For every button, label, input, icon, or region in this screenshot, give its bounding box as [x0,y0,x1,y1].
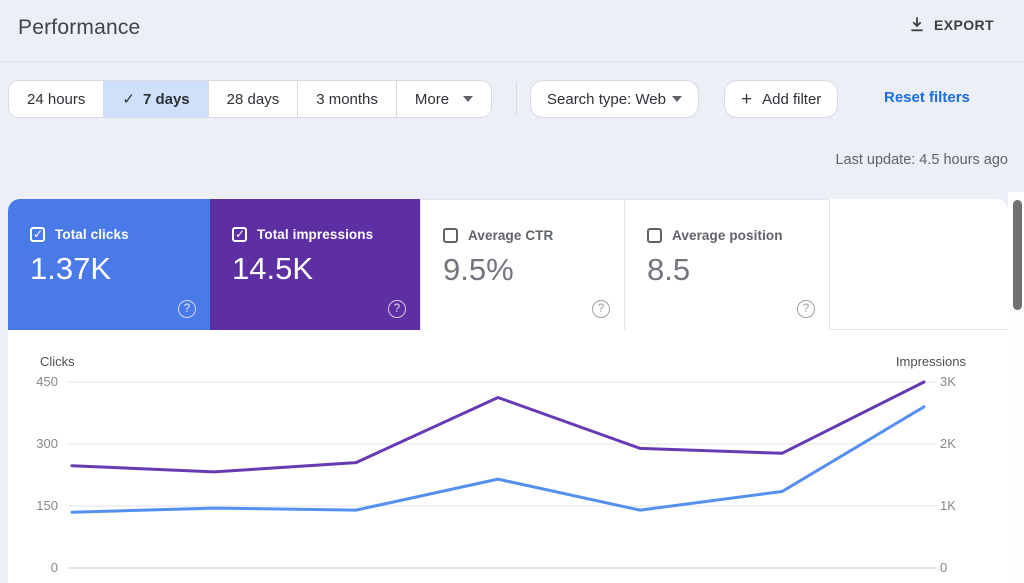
date-range-3-months[interactable]: 3 months [298,81,397,117]
right-axis-tick: 0 [940,560,948,575]
page-header: Performance EXPORT [0,0,1024,62]
left-axis-tick: 0 [50,560,58,575]
left-axis-tick: 300 [36,436,58,451]
search-type-label: Search type: Web [547,90,666,108]
metric-label: Total impressions [257,227,374,242]
add-filter-label: Add filter [762,90,822,108]
caret-down-icon [463,96,474,102]
date-range-label: 7 days [142,90,190,108]
export-button[interactable]: EXPORT [909,17,994,33]
left-axis-tick: 450 [36,374,58,389]
average-position-card[interactable]: Average position 8.5 ? [625,199,830,330]
help-icon[interactable]: ? [797,300,815,318]
page-title: Performance [18,16,141,39]
metric-label: Total clicks [55,227,129,242]
checked-checkbox-icon[interactable] [30,227,45,242]
plus-icon: + [741,88,753,110]
date-range-7-days[interactable]: ✓ 7 days [104,81,209,117]
right-axis-tick: 2K [940,436,956,451]
report-panel: Total clicks 1.37K ? Total impressions 1… [8,199,1008,583]
impressions-line-series [70,380,926,474]
help-icon[interactable]: ? [388,300,406,318]
search-type-dropdown[interactable]: Search type: Web [530,80,699,118]
metric-value: 1.37K [30,251,112,286]
metric-value: 9.5% [443,252,514,287]
filter-divider [516,82,517,116]
date-range-label: 28 days [226,90,280,108]
total-impressions-card[interactable]: Total impressions 14.5K ? [210,199,420,330]
filter-bar: 24 hours ✓ 7 days 28 days 3 months More … [0,80,1024,120]
scrollbar-thumb[interactable] [1013,200,1022,310]
download-icon [909,17,925,33]
performance-chart: Clicks Impressions 0 0 150 1K 300 2K 450 3K [8,340,1008,583]
date-range-label: 24 hours [27,90,86,108]
left-axis-tick: 150 [36,498,58,513]
date-range-24-hours[interactable]: 24 hours [9,81,105,117]
last-update-text: Last update: 4.5 hours ago [835,152,1008,168]
checked-checkbox-icon[interactable] [232,227,247,242]
scrollbar-track[interactable] [1008,192,1024,583]
chart-canvas [68,380,936,569]
right-axis-title: Impressions [895,354,966,369]
date-range-28-days[interactable]: 28 days [208,81,299,117]
unchecked-checkbox-icon[interactable] [443,228,458,243]
average-ctr-card[interactable]: Average CTR 9.5% ? [420,199,625,330]
date-range-label: 3 months [316,90,378,108]
reset-filters-link[interactable]: Reset filters [884,89,970,106]
right-axis-tick: 3K [940,374,956,389]
check-icon: ✓ [122,91,135,108]
metric-cards: Total clicks 1.37K ? Total impressions 1… [8,199,1008,330]
unchecked-checkbox-icon[interactable] [647,228,662,243]
add-filter-button[interactable]: + Add filter [724,80,839,118]
date-range-more[interactable]: More [396,81,492,117]
metric-value: 14.5K [232,251,314,286]
help-icon[interactable]: ? [592,300,610,318]
left-axis-title: Clicks [40,354,75,369]
metric-label: Average CTR [468,228,554,243]
total-clicks-card[interactable]: Total clicks 1.37K ? [8,199,210,330]
export-label: EXPORT [934,17,994,33]
metric-label: Average position [672,228,783,243]
clicks-line-series [70,405,926,514]
date-range-label: More [414,90,450,108]
help-icon[interactable]: ? [178,300,196,318]
right-axis-tick: 1K [940,498,956,513]
metric-value: 8.5 [647,252,691,287]
date-range-group: 24 hours ✓ 7 days 28 days 3 months More [8,80,493,118]
caret-down-icon [671,96,682,102]
